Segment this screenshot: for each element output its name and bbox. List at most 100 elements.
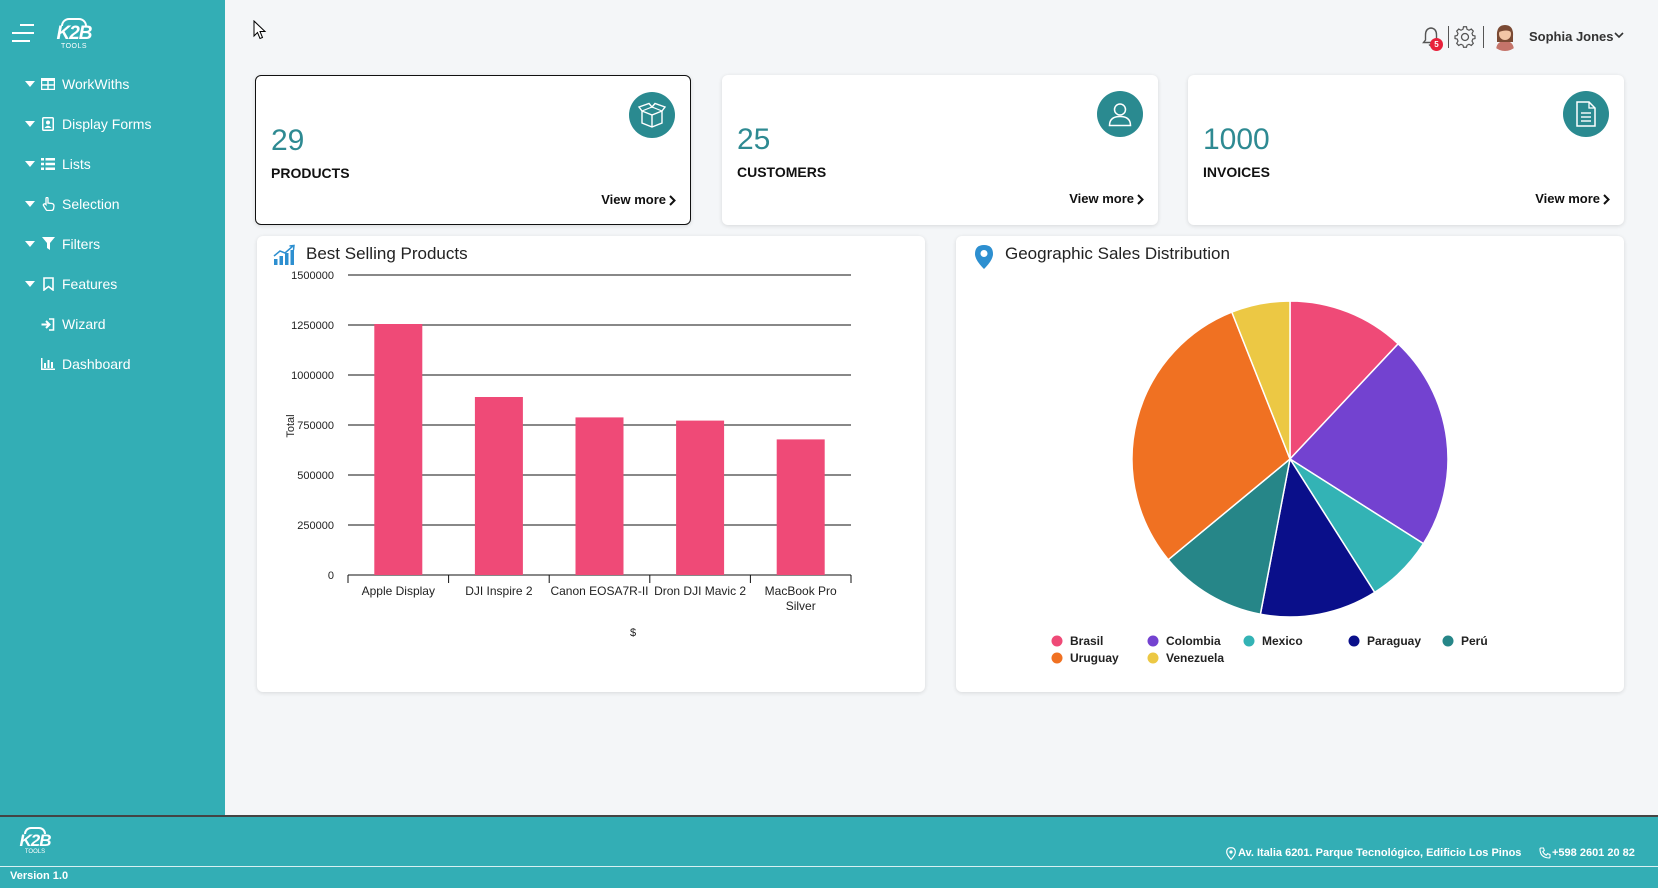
footer-address: Av. Italia 6201. Parque Tecnológico, Edi…	[1238, 847, 1522, 859]
sidebar-item-display-forms[interactable]: Display Forms	[0, 104, 225, 144]
invoices-view-more-link[interactable]: View more	[1535, 191, 1600, 206]
legend-label: Perú	[1461, 634, 1488, 648]
x-tick-label: Silver	[786, 599, 816, 613]
invoices-count: 1000	[1203, 123, 1270, 156]
x-tick-label: DJI Inspire 2	[465, 584, 533, 598]
sidebar-item-label: Filters	[62, 236, 101, 252]
phone-icon	[1539, 847, 1551, 859]
sidebar-item-workwiths[interactable]: WorkWiths	[0, 64, 225, 104]
legend-swatch	[1051, 652, 1063, 664]
sidebar-item-label: WorkWiths	[62, 76, 130, 92]
y-axis-label: Total	[285, 414, 297, 437]
bar	[676, 420, 725, 575]
version-label: Version 1.0	[10, 870, 69, 882]
x-tick-label: Canon EOSA7R-II	[550, 584, 648, 598]
y-tick-label: 1500000	[291, 270, 334, 282]
chevron-down-icon[interactable]	[1614, 32, 1624, 39]
topbar-divider	[1448, 26, 1449, 48]
settings-gear-icon[interactable]	[1454, 26, 1476, 53]
box-icon	[629, 92, 675, 138]
y-tick-label: 1250000	[291, 320, 334, 332]
pie-chart: Brasil Colombia Mexico Paraguay Perú Uruguay V…	[1051, 300, 1488, 665]
sidebar-item-dashboard[interactable]: Dashboard	[0, 344, 225, 384]
invoices-label: INVOICES	[1203, 164, 1270, 180]
chevron-right-icon[interactable]	[669, 195, 676, 206]
sidebar-item-selection[interactable]: Selection	[0, 184, 225, 224]
x-axis-label: $	[630, 627, 636, 639]
sidebar-item-filters[interactable]: Filters	[0, 224, 225, 264]
caret-down-icon	[25, 241, 35, 247]
legend-label: Paraguay	[1367, 634, 1421, 648]
k2b-logo[interactable]: K2B TOOLS	[56, 18, 93, 50]
chevron-right-icon[interactable]	[1603, 194, 1610, 205]
footer-k2b-logo: K2B TOOLS	[18, 827, 52, 855]
chevron-right-icon[interactable]	[1137, 194, 1144, 205]
bar-chart: 0 250000 500000 750000 1000000 1250000 1500000…	[285, 270, 852, 639]
products-stat-card[interactable]: 29 PRODUCTS View more	[255, 75, 691, 225]
menu-toggle-icon[interactable]	[12, 24, 34, 44]
bar	[374, 324, 423, 575]
legend-swatch	[1442, 635, 1454, 647]
y-tick-label: 750000	[297, 420, 334, 432]
legend-label: Uruguay	[1070, 651, 1119, 665]
bookmark-icon	[41, 277, 55, 291]
bar	[776, 439, 825, 575]
geographic-sales-card: Geographic Sales Distribution Brasil Colo…	[956, 236, 1624, 692]
footer: K2B TOOLS Av. Italia 6201. Parque Tecnol…	[0, 815, 1658, 888]
y-tick-label: 250000	[297, 520, 334, 532]
sidebar-item-lists[interactable]: Lists	[0, 144, 225, 184]
sign-in-icon	[41, 317, 55, 331]
sidebar-item-label: Features	[62, 276, 118, 292]
invoices-stat-card[interactable]: 1000 INVOICES View more	[1188, 75, 1624, 225]
x-tick-label: Dron DJI Mavic 2	[654, 584, 746, 598]
legend-swatch	[1348, 635, 1360, 647]
caret-down-icon	[25, 161, 35, 167]
sidebar-item-wizard[interactable]: Wizard	[0, 304, 225, 344]
pie-slice	[1289, 300, 1400, 461]
location-pin-icon	[1226, 847, 1236, 860]
y-tick-label: 500000	[297, 470, 334, 482]
user-name-menu[interactable]: Sophia Jones	[1529, 29, 1614, 44]
sidebar-item-label: Selection	[62, 196, 120, 212]
user-avatar[interactable]	[1490, 21, 1520, 51]
customers-label: CUSTOMERS	[737, 164, 827, 180]
sidebar-item-label: Display Forms	[62, 116, 152, 132]
best-selling-products-card: Best Selling Products 0 250000 500000 75000…	[257, 236, 925, 692]
pie-slice	[1167, 457, 1292, 616]
id-card-icon	[41, 117, 55, 131]
bar	[474, 397, 523, 575]
pie-slice	[1259, 456, 1376, 618]
bar-chart-icon	[41, 357, 55, 371]
logo-subtext: TOOLS	[60, 43, 88, 50]
footer-logo-text: K2B	[19, 831, 51, 850]
sidebar-item-label: Dashboard	[62, 356, 131, 372]
notification-count-badge: 5	[1430, 38, 1443, 51]
pie-slice	[1230, 300, 1291, 460]
table-icon	[41, 77, 55, 91]
footer-divider	[0, 866, 1658, 867]
legend-label: Venezuela	[1166, 651, 1224, 665]
pie-slice	[1131, 311, 1291, 561]
legend-swatch	[1243, 635, 1255, 647]
legend-label: Colombia	[1166, 634, 1221, 648]
customers-stat-card[interactable]: 25 CUSTOMERS View more	[722, 75, 1158, 225]
filter-icon	[41, 237, 55, 251]
products-count: 29	[271, 124, 305, 157]
products-label: PRODUCTS	[271, 165, 350, 181]
sidebar-header: K2B TOOLS	[0, 0, 225, 64]
legend-label: Brasil	[1070, 634, 1103, 648]
logo-text: K2B	[56, 23, 92, 44]
sidebar-item-label: Wizard	[62, 316, 106, 332]
caret-down-icon	[25, 281, 35, 287]
customers-view-more-link[interactable]: View more	[1069, 191, 1134, 206]
sidebar-item-features[interactable]: Features	[0, 264, 225, 304]
caret-down-icon	[25, 81, 35, 87]
legend-swatch	[1147, 652, 1159, 664]
bar	[575, 417, 624, 575]
pie-chart-title: Geographic Sales Distribution	[1005, 244, 1230, 263]
y-tick-label: 0	[328, 570, 334, 582]
map-pin-icon	[975, 245, 993, 269]
products-view-more-link[interactable]: View more	[601, 192, 666, 207]
sidebar: K2B TOOLS WorkWiths Display Forms Lists …	[0, 0, 225, 815]
footer-phone: +598 2601 20 82	[1552, 847, 1635, 859]
